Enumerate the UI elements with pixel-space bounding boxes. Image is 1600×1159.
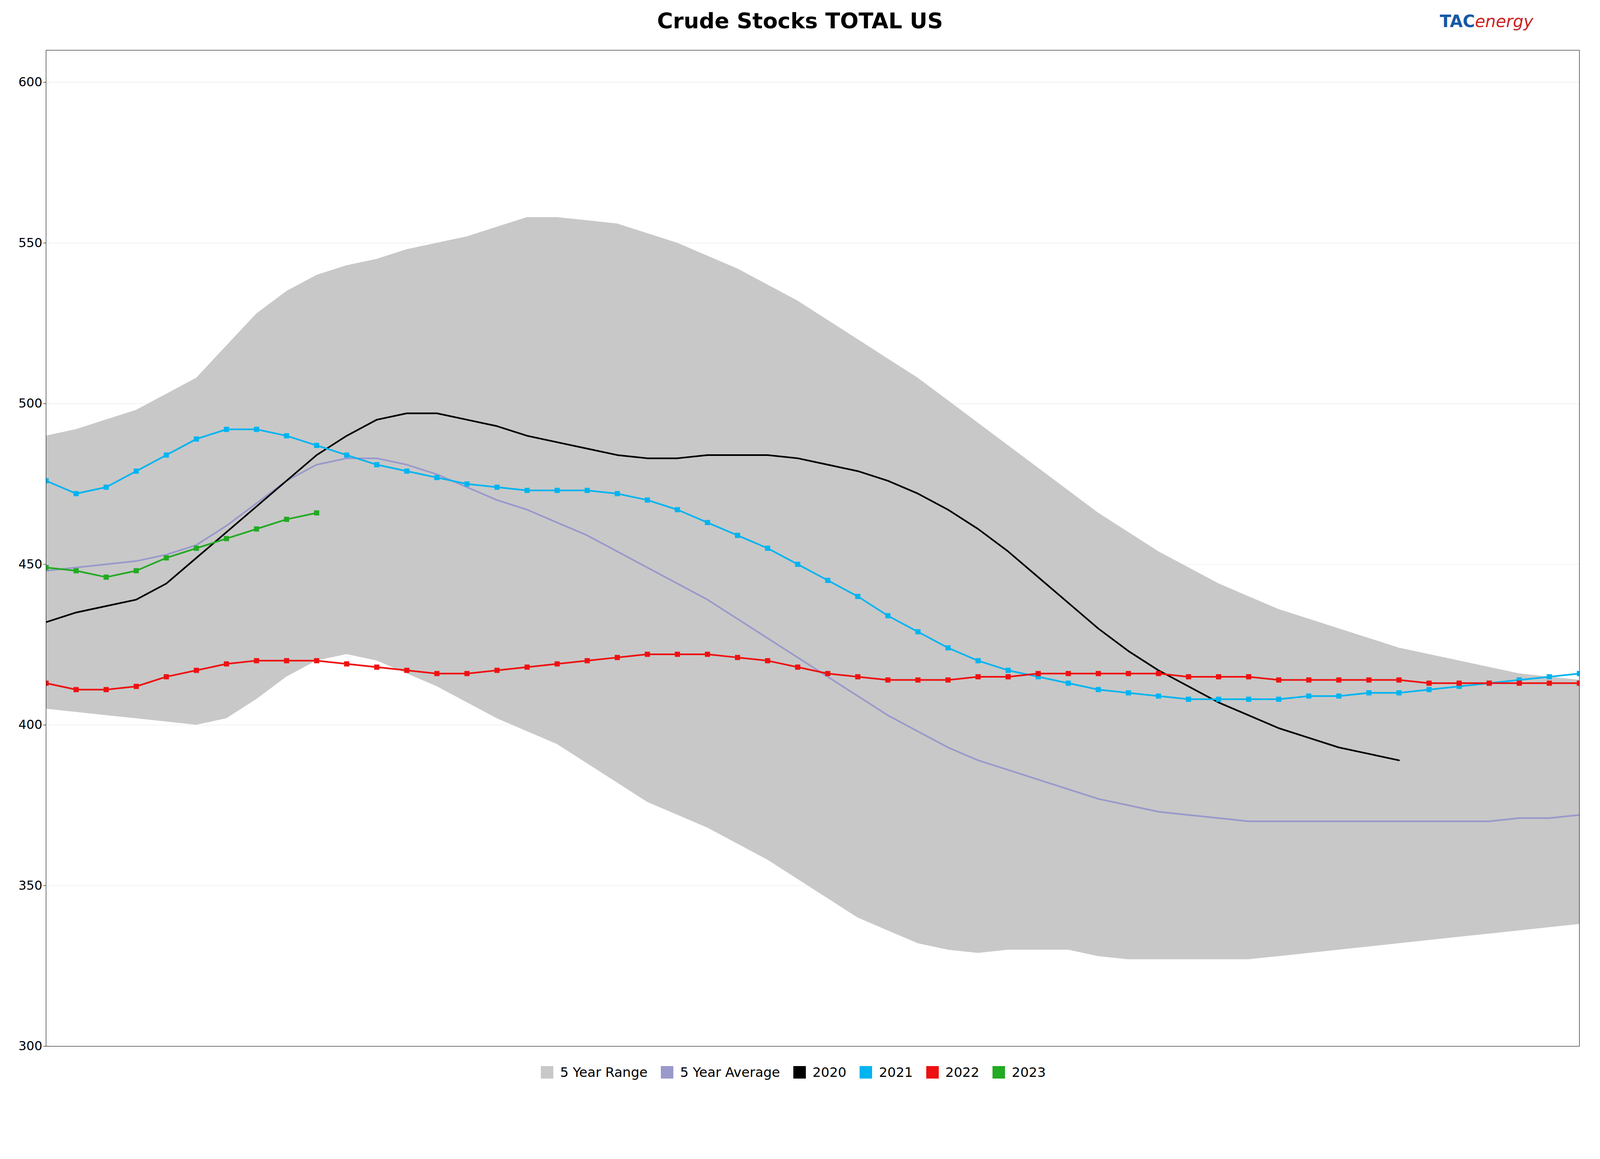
- html-text:Crude Stocks TOTAL US: Crude Stocks TOTAL US: [657, 8, 943, 34]
- svg-text:300: 300: [18, 1038, 43, 1053]
- html-text:2021: 2021: [878, 1064, 913, 1080]
- html-text:2020: 2020: [812, 1064, 847, 1080]
- svg-text:550: 550: [18, 235, 43, 250]
- html-text:5 Year Range: 5 Year Range: [560, 1064, 648, 1080]
- html-text:2023: 2023: [1011, 1064, 1046, 1080]
- svg-text:500: 500: [18, 395, 43, 411]
- svg-text:350: 350: [18, 877, 43, 893]
- svg-text:450: 450: [18, 556, 43, 572]
- html-text:5 Year Average: 5 Year Average: [680, 1064, 780, 1080]
- svg-text:400: 400: [18, 717, 43, 732]
- svg-text:600: 600: [18, 74, 43, 90]
- html-text:2022: 2022: [945, 1064, 980, 1080]
- html-text:TAC energy: TAC energy: [1439, 11, 1534, 31]
